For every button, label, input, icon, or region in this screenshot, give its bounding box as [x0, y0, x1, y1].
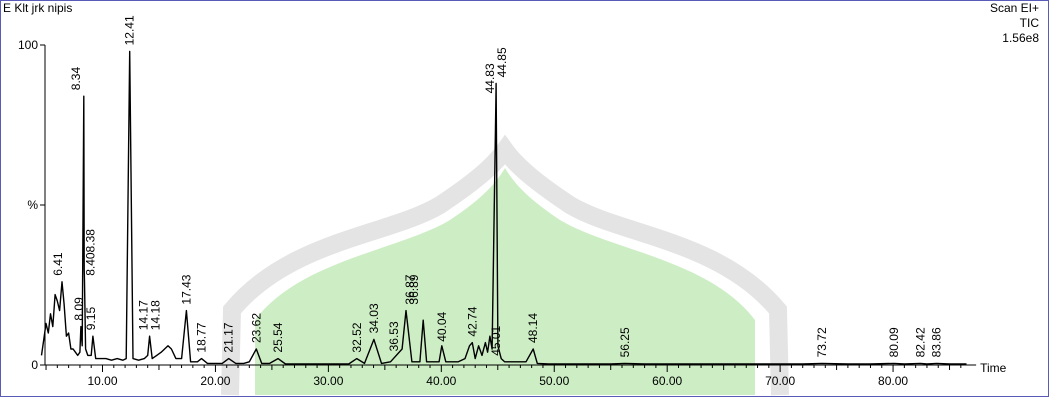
peak-label: 56.25 — [618, 327, 632, 357]
x-tick-label: 80.00 — [878, 374, 908, 388]
intensity-label: 1.56e8 — [1002, 31, 1039, 45]
peak-label: 23.62 — [249, 313, 263, 343]
peak-label: 6.41 — [51, 252, 65, 276]
peak-label: 12.41 — [123, 15, 137, 45]
peak-label: 83.86 — [930, 327, 944, 357]
peak-label: 8.34 — [69, 67, 83, 91]
trace-type-label: TIC — [1019, 16, 1039, 30]
peak-label: 18.77 — [195, 322, 209, 352]
watermark-dome-outline — [221, 134, 789, 396]
tic-trace — [40, 50, 967, 365]
watermark-dome — [221, 134, 789, 396]
peak-label: 82.42 — [913, 327, 927, 357]
peak-label: 44.85 — [495, 47, 509, 77]
peak-label: 48.14 — [526, 313, 540, 343]
x-tick-label: 20.00 — [200, 374, 230, 388]
peak-label: 17.43 — [179, 274, 193, 304]
peak-label: 9.15 — [84, 307, 98, 331]
peak-label: 40.04 — [435, 311, 449, 341]
peak-label: 34.03 — [367, 303, 381, 333]
peak-label: 8.09 — [72, 297, 86, 321]
peak-label: 32.52 — [350, 322, 364, 352]
scan-mode-label: Scan EI+ — [989, 1, 1039, 15]
peak-label: 14.17 — [137, 300, 151, 330]
peak-label: 80.09 — [887, 327, 901, 357]
peak-label: 45.01 — [489, 325, 503, 355]
peak-label: 73.72 — [815, 327, 829, 357]
y-tick-label: % — [27, 198, 38, 212]
tic-trace-line — [40, 50, 967, 365]
x-tick-label: 70.00 — [765, 374, 795, 388]
y-tick-label: 100 — [18, 38, 38, 52]
peak-label: 21.17 — [222, 322, 236, 352]
y-tick-label: 0 — [31, 358, 38, 372]
sample-name: E Klt jrk nipis — [3, 1, 73, 15]
peak-label: 36.89 — [407, 274, 421, 304]
x-axis-label: Time — [980, 361, 1007, 375]
x-tick-label: 60.00 — [652, 374, 682, 388]
peak-label: 8.408.38 — [84, 229, 98, 276]
watermark-dome-shape — [255, 168, 755, 395]
x-tick-label: 10.00 — [87, 374, 117, 388]
peak-label: 25.54 — [271, 322, 285, 352]
peak-label: 42.74 — [465, 306, 479, 336]
peak-label: 36.87 — [403, 274, 417, 304]
x-tick-label: 50.00 — [539, 374, 569, 388]
peak-label: 36.53 — [387, 321, 401, 351]
peak-label: 44.83 — [483, 63, 497, 93]
peak-label: 14.18 — [149, 300, 163, 330]
axes: 0% 100 10.00 20.00 30.00 40.00 50.00 60.00 70.00… — [18, 38, 1007, 388]
x-tick-label: 40.00 — [426, 374, 456, 388]
x-tick-label: 30.00 — [313, 374, 343, 388]
